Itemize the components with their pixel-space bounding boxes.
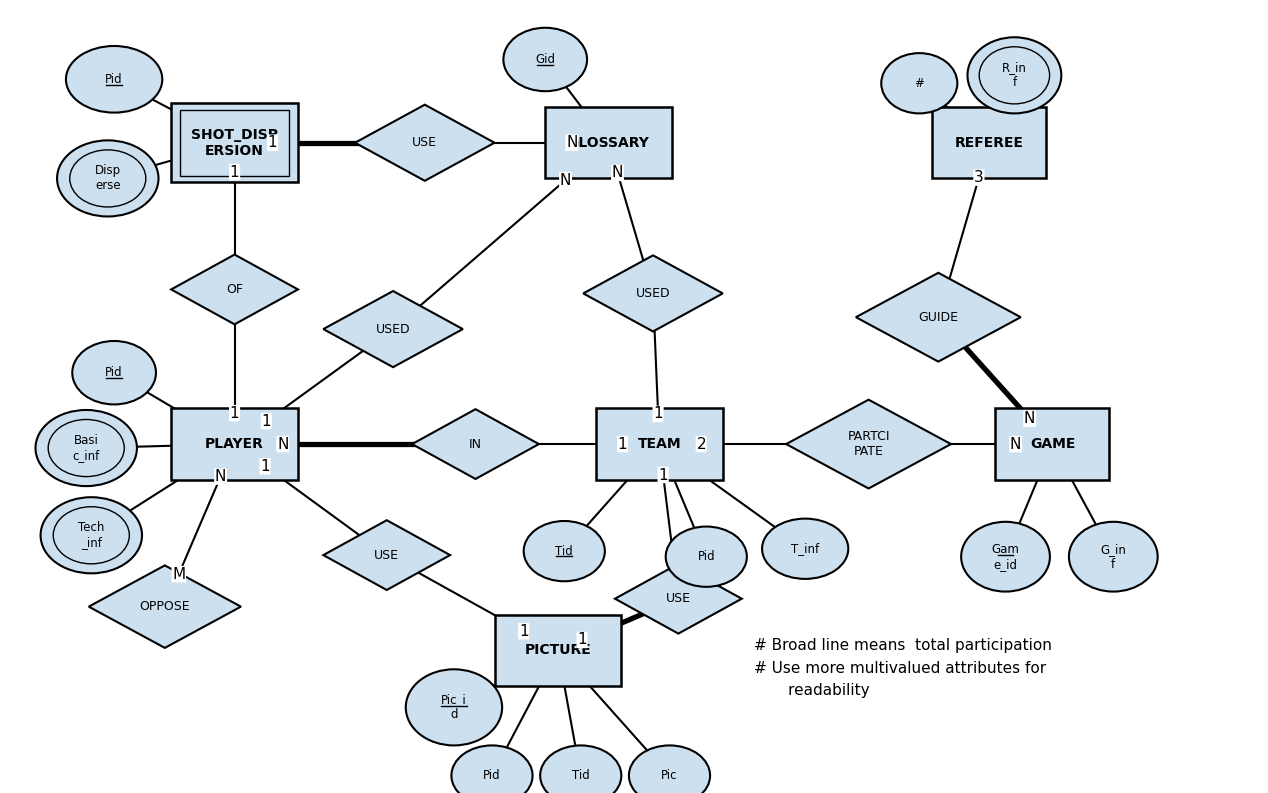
Ellipse shape (524, 521, 605, 581)
Ellipse shape (961, 522, 1050, 592)
Text: Gam
e_id: Gam e_id (992, 542, 1019, 571)
Text: USED: USED (635, 287, 671, 300)
FancyBboxPatch shape (545, 107, 672, 178)
Text: R_in
f: R_in f (1002, 61, 1027, 90)
Text: 1: 1 (268, 136, 278, 150)
Text: IN: IN (469, 438, 482, 450)
Text: 3: 3 (974, 170, 984, 185)
Text: Tech
_inf: Tech _inf (79, 521, 104, 550)
Polygon shape (323, 520, 450, 590)
FancyBboxPatch shape (171, 103, 298, 182)
Text: Tid: Tid (572, 769, 590, 782)
Text: 1: 1 (658, 468, 668, 482)
Text: N: N (278, 437, 288, 451)
Polygon shape (412, 409, 539, 479)
Text: PLAYER: PLAYER (205, 437, 264, 451)
Ellipse shape (979, 47, 1050, 104)
Polygon shape (615, 564, 742, 634)
Ellipse shape (48, 419, 124, 477)
Text: Pid: Pid (697, 550, 715, 563)
FancyBboxPatch shape (171, 408, 298, 480)
Text: 1: 1 (230, 165, 240, 179)
Text: N: N (567, 136, 577, 150)
Ellipse shape (72, 341, 156, 404)
Text: USED: USED (375, 323, 411, 335)
Ellipse shape (881, 53, 957, 113)
Text: GLOSSARY: GLOSSARY (568, 136, 649, 150)
Text: Pid: Pid (105, 73, 123, 86)
Polygon shape (355, 105, 495, 181)
Text: OF: OF (226, 283, 243, 296)
Text: 1: 1 (260, 459, 270, 473)
Text: M: M (172, 567, 185, 581)
Ellipse shape (762, 519, 848, 579)
Text: 1: 1 (577, 633, 587, 647)
FancyBboxPatch shape (932, 107, 1046, 178)
Text: SHOT_DISP
ERSION: SHOT_DISP ERSION (191, 128, 278, 158)
Text: # Broad line means  total participation
# Use more multivalued attributes for
  : # Broad line means total participation #… (754, 638, 1052, 698)
Text: 1: 1 (261, 414, 271, 428)
Ellipse shape (36, 410, 137, 486)
Ellipse shape (41, 497, 142, 573)
Text: N: N (1011, 437, 1021, 451)
Text: REFEREE: REFEREE (955, 136, 1023, 150)
Text: N: N (612, 166, 623, 180)
Polygon shape (323, 291, 463, 367)
Text: #: # (914, 77, 924, 90)
Text: Basi
c_inf: Basi c_inf (72, 434, 100, 462)
Ellipse shape (70, 150, 146, 207)
Text: PARTCI
PATE: PARTCI PATE (847, 430, 890, 458)
Ellipse shape (53, 507, 129, 564)
Ellipse shape (451, 745, 533, 793)
Text: T_inf: T_inf (791, 542, 819, 555)
FancyBboxPatch shape (495, 615, 621, 686)
Text: GUIDE: GUIDE (918, 311, 959, 324)
Text: TEAM: TEAM (638, 437, 681, 451)
Ellipse shape (503, 28, 587, 91)
Text: 2: 2 (696, 437, 706, 451)
FancyBboxPatch shape (596, 408, 723, 480)
Ellipse shape (1069, 522, 1158, 592)
Polygon shape (583, 255, 723, 331)
Ellipse shape (629, 745, 710, 793)
Ellipse shape (967, 37, 1061, 113)
Text: Disp
erse: Disp erse (95, 164, 120, 193)
Text: N: N (1025, 412, 1035, 426)
Text: USE: USE (412, 136, 437, 149)
Text: OPPOSE: OPPOSE (139, 600, 190, 613)
FancyBboxPatch shape (180, 109, 289, 176)
Text: USE: USE (666, 592, 691, 605)
Ellipse shape (666, 527, 747, 587)
Text: Gid: Gid (535, 53, 555, 66)
Ellipse shape (406, 669, 502, 745)
Polygon shape (786, 400, 951, 488)
Ellipse shape (66, 46, 162, 113)
Ellipse shape (57, 140, 158, 216)
Ellipse shape (540, 745, 621, 793)
Text: N: N (216, 469, 226, 484)
Text: Pid: Pid (483, 769, 501, 782)
Text: 1: 1 (618, 437, 628, 451)
Text: 1: 1 (230, 406, 240, 420)
FancyBboxPatch shape (995, 408, 1110, 480)
Text: Pic: Pic (661, 769, 678, 782)
Text: Pic_i
d: Pic_i d (441, 693, 467, 722)
Text: G_in
f: G_in f (1101, 542, 1126, 571)
Text: Tid: Tid (555, 545, 573, 557)
Text: N: N (560, 173, 571, 187)
Polygon shape (171, 255, 298, 324)
Text: Pid: Pid (105, 366, 123, 379)
Text: GAME: GAME (1030, 437, 1075, 451)
Text: 1: 1 (519, 624, 529, 638)
Polygon shape (89, 565, 241, 648)
Text: PICTURE: PICTURE (525, 643, 591, 657)
Polygon shape (856, 273, 1021, 362)
Text: USE: USE (374, 549, 399, 561)
Text: 1: 1 (653, 407, 663, 421)
